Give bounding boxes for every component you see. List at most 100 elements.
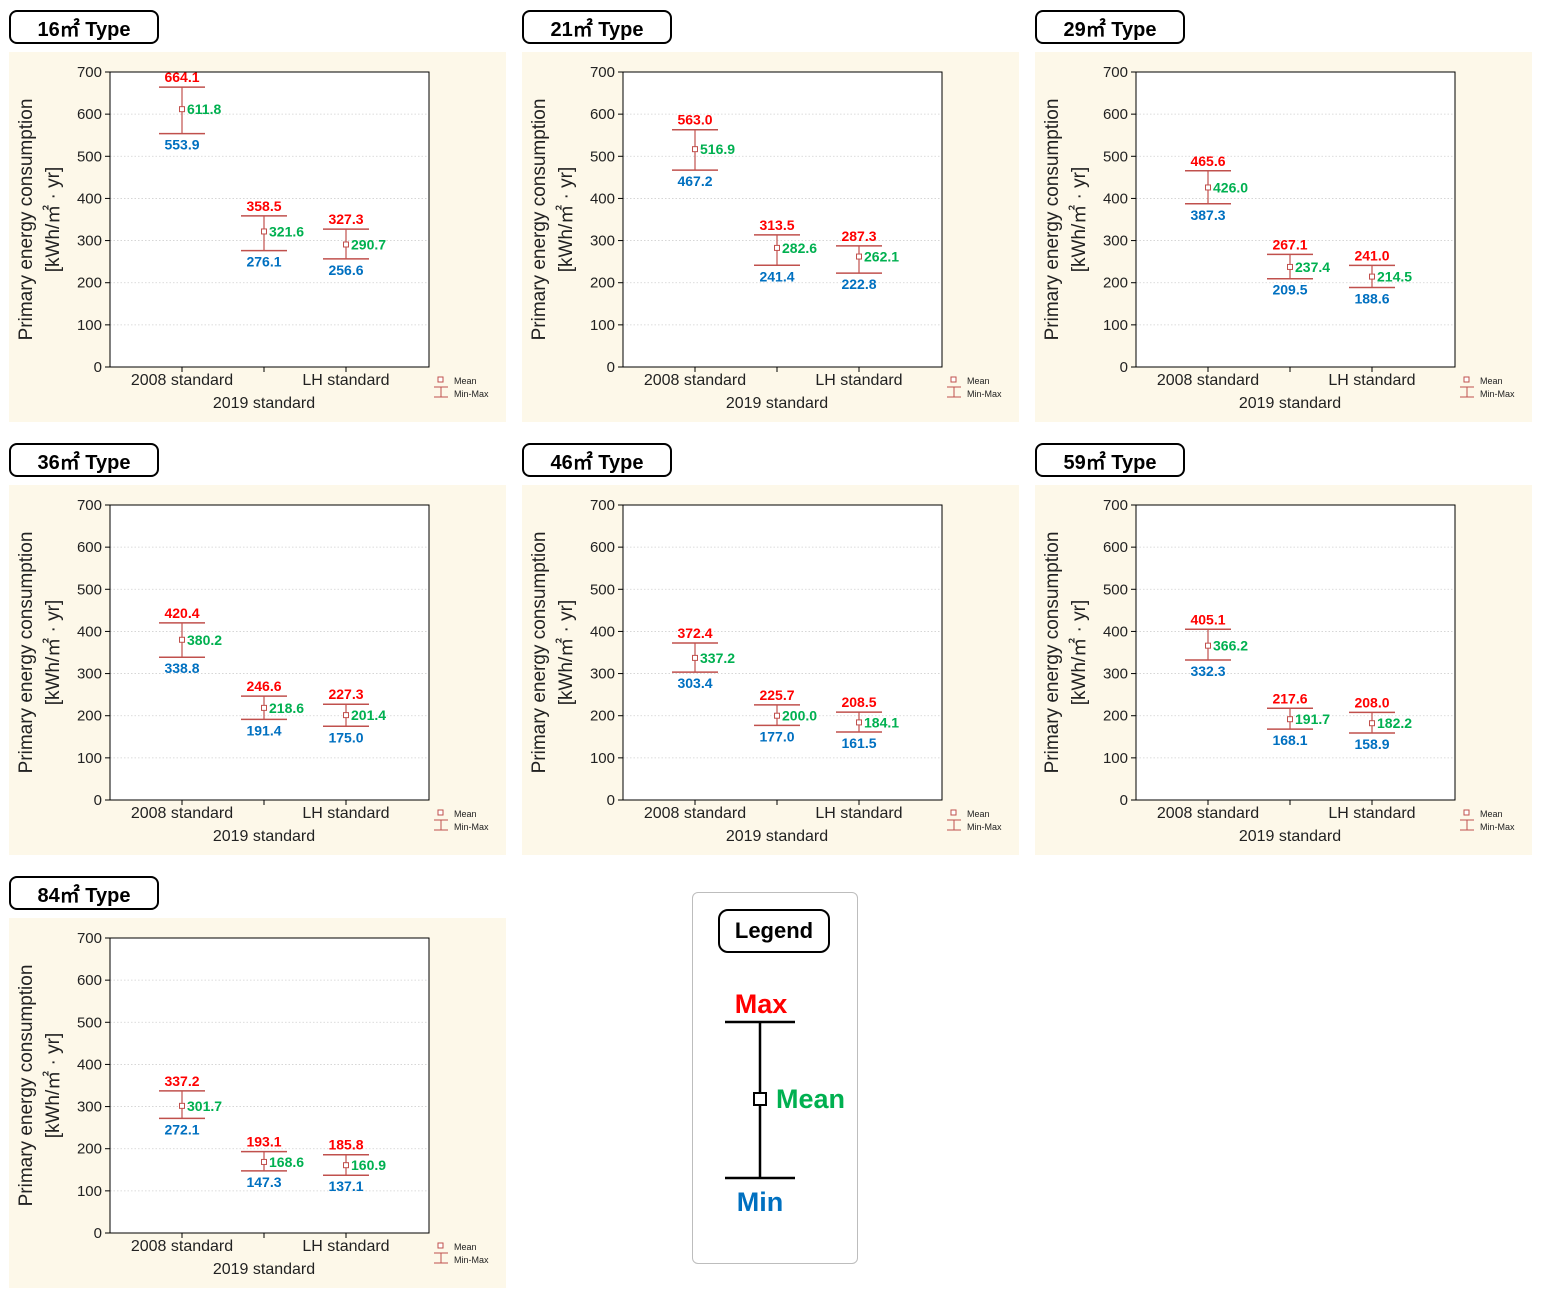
x-tick-label: LH standard	[1328, 372, 1415, 389]
min-label: 188.6	[1354, 291, 1389, 307]
x-tick-label: 2008 standard	[131, 1238, 233, 1255]
y-tick-label: 0	[1120, 359, 1128, 376]
x-tick-label: 2008 standard	[644, 372, 746, 389]
legend-minmax-text: Min-Max	[454, 389, 489, 399]
x-tick-label: LH standard	[302, 1238, 389, 1255]
panel-title: 16㎡ Type	[9, 10, 159, 44]
chart-59: 0 100 200 300 400 500 600 700 Primary energy con…	[1042, 497, 1515, 845]
panel-36: 36㎡ Type 0 100 200 300 400 500 600 700 Primary e…	[9, 443, 509, 873]
legend-mean-marker	[437, 376, 444, 383]
mean-label: 218.6	[269, 700, 304, 716]
mean-label: 262.1	[864, 249, 899, 265]
y-axis-label: Primary energy consumption	[16, 532, 37, 774]
legend-mean-marker	[950, 376, 957, 383]
y-tick-label: 500	[77, 581, 102, 598]
mean-label: 366.2	[1213, 638, 1248, 654]
y-tick-label: 0	[1120, 792, 1128, 809]
y-tick-label: 300	[77, 1099, 102, 1116]
y-tick-label: 700	[590, 497, 615, 514]
y-tick-label: 600	[590, 539, 615, 556]
y-axis-unit: [kWh/㎡ · yr]	[41, 1033, 64, 1139]
plot-area	[110, 505, 429, 800]
plot-frame	[109, 71, 430, 368]
y-tick-label: 600	[1103, 106, 1128, 123]
x-tick-label: 2008 standard	[644, 805, 746, 822]
y-tick-label: 700	[77, 497, 102, 514]
mean-label: 337.2	[700, 650, 735, 666]
x-tick-label: LH standard	[302, 372, 389, 389]
mean-marker	[261, 228, 267, 235]
x-tick-label: 2008 standard	[1157, 805, 1259, 822]
plot-area	[1136, 505, 1455, 800]
panel-title: 46㎡ Type	[522, 443, 672, 477]
legend-mean-text: Mean	[1480, 376, 1503, 386]
y-tick-label: 400	[1103, 623, 1128, 640]
x-tick-label: 2008 standard	[131, 805, 233, 822]
min-label: 168.1	[1272, 732, 1307, 748]
mean-marker	[692, 654, 698, 661]
y-tick-label: 0	[94, 359, 102, 376]
min-label: 387.3	[1190, 207, 1225, 223]
mean-marker	[1205, 642, 1211, 649]
y-axis-unit: [kWh/㎡ · yr]	[1067, 167, 1090, 273]
min-label: 161.5	[841, 735, 876, 751]
panel-59: 59㎡ Type 0 100 200 300 400 500 600 700 Primary e…	[1035, 443, 1535, 873]
legend-mean-marker	[1463, 809, 1470, 816]
legend-mean-marker	[437, 1242, 444, 1249]
mean-label: 191.7	[1295, 711, 1330, 727]
y-tick-label: 600	[77, 972, 102, 989]
y-axis-unit: [kWh/㎡ · yr]	[554, 167, 577, 273]
x-tick-label: 2019 standard	[213, 828, 315, 845]
max-label: 337.2	[164, 1073, 199, 1089]
mean-marker	[856, 719, 862, 726]
y-tick-label: 300	[77, 233, 102, 250]
min-label: 175.0	[328, 729, 363, 745]
min-label: 303.4	[677, 675, 712, 691]
legend-diagram: Max Mean Min	[725, 989, 845, 1217]
panel-46: 46㎡ Type 0 100 200 300 400 500 600 700 Primary e…	[522, 443, 1022, 873]
max-label: 246.6	[246, 678, 281, 694]
panel-title: 29㎡ Type	[1035, 10, 1185, 44]
chart-84: 0 100 200 300 400 500 600 700 Primary energy con…	[16, 930, 489, 1278]
legend-mean-marker	[753, 1092, 767, 1106]
chart-29: 0 100 200 300 400 500 600 700 Primary energy con…	[1042, 64, 1515, 412]
mean-label: 237.4	[1295, 259, 1330, 275]
legend-min-label: Min	[737, 1187, 784, 1217]
max-label: 217.6	[1272, 690, 1307, 706]
plot-area	[110, 938, 429, 1233]
y-tick-label: 400	[77, 1056, 102, 1073]
plot-area	[110, 72, 429, 367]
min-label: 222.8	[841, 276, 876, 292]
y-tick-label: 300	[1103, 233, 1128, 250]
y-axis-label: Primary energy consumption	[529, 532, 550, 774]
y-tick-label: 100	[1103, 750, 1128, 767]
plot-area	[623, 505, 942, 800]
min-label: 177.0	[759, 728, 794, 744]
min-label: 332.3	[1190, 663, 1225, 679]
legend-mean-text: Mean	[454, 809, 477, 819]
plot-frame	[109, 937, 430, 1234]
min-label: 137.1	[328, 1178, 363, 1194]
y-tick-label: 100	[77, 750, 102, 767]
y-tick-label: 200	[1103, 275, 1128, 292]
mean-label: 516.9	[700, 141, 735, 157]
x-tick-label: 2019 standard	[213, 395, 315, 412]
plot-frame	[109, 504, 430, 801]
y-tick-label: 500	[77, 1014, 102, 1031]
min-label: 467.2	[677, 173, 712, 189]
legend-minmax-text: Min-Max	[967, 389, 1002, 399]
y-axis-label: Primary energy consumption	[529, 99, 550, 341]
max-label: 358.5	[246, 198, 281, 214]
y-tick-label: 0	[94, 1225, 102, 1242]
legend-minmax-text: Min-Max	[454, 1255, 489, 1265]
chart-21: 0 100 200 300 400 500 600 700 Primary energy con…	[529, 64, 1002, 412]
mean-label: 380.2	[187, 632, 222, 648]
y-tick-label: 500	[1103, 148, 1128, 165]
y-tick-label: 300	[590, 233, 615, 250]
mean-label: 290.7	[351, 236, 386, 252]
y-tick-label: 400	[590, 623, 615, 640]
y-tick-label: 100	[77, 1183, 102, 1200]
mean-label: 426.0	[1213, 179, 1248, 195]
chart-36: 0 100 200 300 400 500 600 700 Primary energy con…	[16, 497, 489, 845]
mean-label: 182.2	[1377, 715, 1412, 731]
